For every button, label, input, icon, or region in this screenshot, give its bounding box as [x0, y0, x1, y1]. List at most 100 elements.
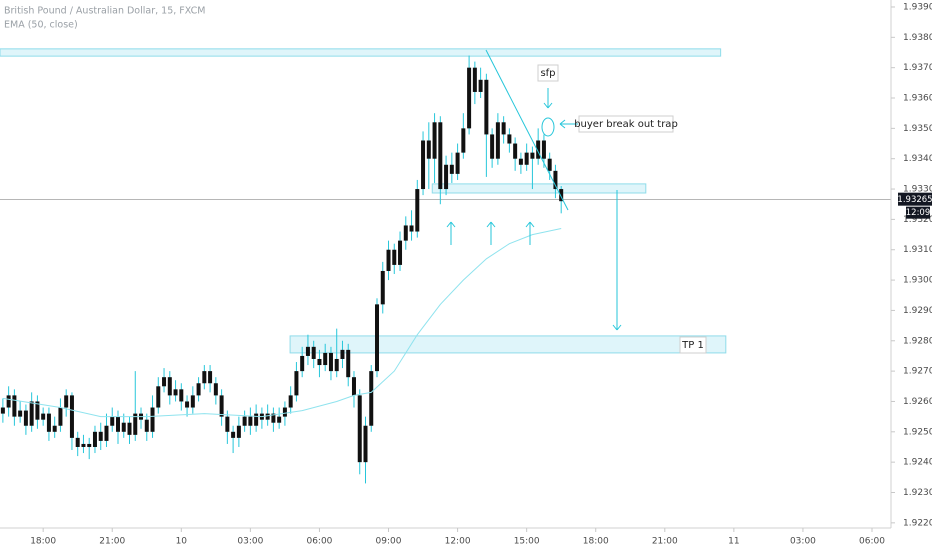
- candle-body: [524, 152, 529, 165]
- x-tick-label: 15:00: [514, 537, 540, 547]
- candle-body: [328, 352, 333, 372]
- target-arrow-head: [616, 324, 622, 331]
- candle-body: [150, 407, 155, 432]
- trend-line: [485, 49, 569, 211]
- candle-body: [461, 128, 466, 153]
- candle-body: [219, 395, 224, 417]
- candle-body: [277, 416, 282, 423]
- x-tick-label: 03:00: [237, 537, 263, 547]
- candle-body: [127, 422, 132, 435]
- candle-body: [392, 249, 397, 265]
- candle-body: [41, 413, 46, 420]
- candle-body: [69, 395, 74, 438]
- x-tick-label: 18:00: [30, 537, 56, 547]
- candle-body: [92, 431, 97, 447]
- up-arrow-head: [525, 221, 531, 228]
- candle-body: [323, 352, 328, 366]
- candle-body: [162, 377, 167, 387]
- candle-body: [363, 425, 368, 463]
- candle-body: [553, 170, 558, 190]
- y-tick-label: 1.93700: [903, 63, 932, 73]
- candle-body: [444, 164, 449, 190]
- candle-body: [196, 383, 201, 396]
- candle-body: [202, 371, 207, 384]
- x-tick-label: 18:00: [583, 537, 609, 547]
- x-tick-label: 21:00: [99, 537, 125, 547]
- candle-body: [18, 410, 23, 417]
- sfp-arrow-head: [543, 102, 549, 109]
- candle-body: [29, 401, 34, 426]
- y-tick-label: 1.93000: [903, 276, 932, 286]
- candle-body: [231, 431, 236, 438]
- candle-body: [351, 377, 356, 396]
- ema-line: [2, 228, 562, 418]
- indicator-legend: EMA (50, close): [4, 20, 78, 31]
- candle-body: [6, 395, 11, 408]
- candle-body: [185, 401, 190, 408]
- candle-body: [380, 270, 385, 305]
- y-tick-label: 1.93300: [903, 185, 932, 195]
- y-tick-label: 1.93200: [903, 215, 932, 225]
- x-tick-label: 06:00: [306, 537, 332, 547]
- candle-body: [87, 443, 92, 447]
- candle-body: [421, 140, 426, 190]
- x-tick-label: 12:00: [445, 537, 471, 547]
- candle-body: [75, 437, 80, 447]
- candle-body: [104, 425, 109, 441]
- candle-body: [64, 395, 69, 408]
- y-tick-label: 1.93600: [903, 94, 932, 104]
- trap-arrow-head: [559, 123, 566, 129]
- y-tick-label: 1.92600: [903, 397, 932, 407]
- candle-body: [455, 152, 460, 174]
- up-arrow-head: [490, 221, 496, 228]
- candle-body: [248, 416, 253, 426]
- candle-body: [547, 158, 552, 171]
- candle-body: [190, 395, 195, 408]
- x-tick-label: 10: [176, 537, 188, 547]
- candle-body: [167, 377, 172, 396]
- y-tick-label: 1.93100: [903, 245, 932, 255]
- candle-body: [409, 225, 414, 232]
- candle-body: [271, 413, 276, 423]
- candle-body: [213, 383, 218, 396]
- up-arrow-head: [486, 221, 492, 228]
- candle-body: [98, 431, 103, 441]
- y-tick-label: 1.92700: [903, 367, 932, 377]
- candle-body: [121, 422, 126, 432]
- candle-body: [415, 189, 420, 232]
- candle-body: [265, 413, 270, 420]
- candle-body: [110, 416, 115, 426]
- candle-body: [490, 134, 495, 159]
- candle-body: [472, 67, 477, 92]
- sfp-label-box: [537, 64, 559, 82]
- candle-body: [23, 410, 28, 426]
- y-tick-label: 1.92400: [903, 458, 932, 468]
- x-tick-label: 06:00: [859, 537, 885, 547]
- candle-body: [156, 386, 161, 408]
- target-zone: [289, 335, 727, 354]
- y-tick-label: 1.92900: [903, 306, 932, 316]
- candle-body: [369, 371, 374, 426]
- candle-body: [398, 240, 403, 265]
- candle-body: [254, 413, 259, 426]
- candle-body: [0, 407, 5, 414]
- candle-body: [403, 225, 408, 241]
- candle-body: [173, 389, 178, 396]
- candle-body: [282, 407, 287, 417]
- y-tick-label: 1.92300: [903, 488, 932, 498]
- drawings: sfp buyer break out trap TP 1: [446, 49, 707, 354]
- candle-body: [501, 122, 506, 135]
- tp-label-box: [679, 336, 707, 354]
- candle-body: [478, 79, 483, 92]
- countdown-label: 12:09: [906, 208, 931, 218]
- sfp-circle: [541, 117, 555, 137]
- candle-body: [242, 416, 247, 426]
- zones: [0, 48, 891, 354]
- candle-body: [334, 358, 339, 372]
- x-tick-label: 21:00: [652, 537, 678, 547]
- candle-body: [179, 389, 184, 402]
- candle-body: [484, 79, 489, 135]
- candle-body: [115, 416, 120, 432]
